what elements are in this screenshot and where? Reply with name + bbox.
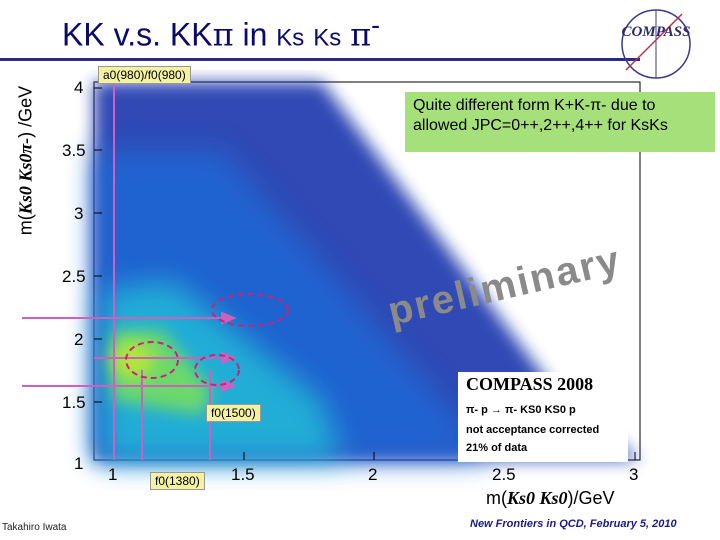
legend-data-fraction: 21% of data bbox=[466, 442, 528, 454]
title-pi: π bbox=[212, 15, 234, 54]
annotation-f0-1380: f0(1380) bbox=[150, 472, 205, 490]
x-label-suffix: )/GeV bbox=[567, 488, 615, 508]
y-tick-label: 1 bbox=[74, 454, 84, 473]
y-tick-label: 2 bbox=[74, 330, 84, 349]
density-high bbox=[102, 280, 342, 460]
legend-acceptance: not acceptance corrected bbox=[466, 424, 600, 436]
x-label-prefix: m( bbox=[486, 488, 507, 508]
legend-box: COMPASS 2008 π- p → π- KS0 KS0 p not acc… bbox=[458, 372, 628, 462]
y-tick-label: 4 bbox=[74, 78, 84, 97]
x-tick-label: 2.5 bbox=[492, 465, 516, 484]
density-hotspot bbox=[110, 342, 154, 378]
slide-title: KK v.s. KKπ in Ks Ks π- bbox=[62, 10, 380, 54]
logo-text: COMPASS bbox=[622, 24, 691, 40]
y-tick-label: 3 bbox=[74, 204, 84, 223]
y-tick-label: 1.5 bbox=[62, 393, 86, 412]
y-label-math: Ks0 Ks0π- bbox=[15, 137, 36, 215]
title-vs: v.s. bbox=[113, 16, 161, 53]
legend-title: COMPASS 2008 bbox=[466, 374, 594, 394]
y-label-prefix: m( bbox=[15, 214, 36, 236]
x-axis-label: m(Ks0 Ks0)/GeV bbox=[486, 488, 615, 509]
y-tick-label: 2.5 bbox=[62, 267, 86, 286]
x-tick-label: 2 bbox=[368, 465, 378, 484]
legend-reaction: π- p → π- KS0 KS0 p bbox=[466, 404, 576, 416]
plot-panel: 4 3.5 3 2.5 2 1.5 1 1 1.5 2 2.5 3 a0(980… bbox=[22, 66, 712, 518]
title-kk: KK bbox=[62, 16, 105, 53]
logo-needle-d bbox=[625, 13, 683, 71]
compass-logo: COMPASS bbox=[621, 9, 691, 79]
title-kkpi: KK bbox=[169, 16, 213, 53]
title-in: in bbox=[242, 16, 268, 53]
author-name: Takahiro Iwata bbox=[2, 522, 67, 533]
peak-ellipses bbox=[125, 293, 289, 386]
annotation-a0-f0-980: a0(980)/f0(980) bbox=[98, 66, 191, 84]
y-tick-label: 3.5 bbox=[62, 141, 86, 160]
note-line-2: allowed JPC=0++,2++,4++ for KsKs bbox=[413, 117, 668, 134]
title-ks2: Ks bbox=[313, 24, 342, 52]
note-line-1: Quite different form K+K-π- due to bbox=[413, 97, 656, 114]
annotation-f0-1500: f0(1500) bbox=[206, 404, 261, 422]
title-minus: - bbox=[371, 10, 381, 40]
title-ks1: Ks bbox=[276, 24, 305, 52]
heatmap-svg bbox=[22, 78, 641, 461]
x-label-math: Ks0 Ks0 bbox=[507, 488, 568, 508]
x-tick-label: 1 bbox=[108, 465, 118, 484]
title-pi-minus: π bbox=[350, 15, 372, 54]
event-footer: New Frontiers in QCD, February 5, 2010 bbox=[470, 518, 677, 530]
y-axis-label: m(Ks0 Ks0π-) /GeV bbox=[16, 61, 37, 261]
y-label-suffix: ) /GeV bbox=[15, 85, 36, 138]
title-underline bbox=[0, 58, 640, 61]
x-tick-label: 1.5 bbox=[231, 465, 255, 484]
note-box: Quite different form K+K-π- due to allow… bbox=[405, 92, 715, 152]
x-tick-label: 3 bbox=[629, 465, 639, 484]
